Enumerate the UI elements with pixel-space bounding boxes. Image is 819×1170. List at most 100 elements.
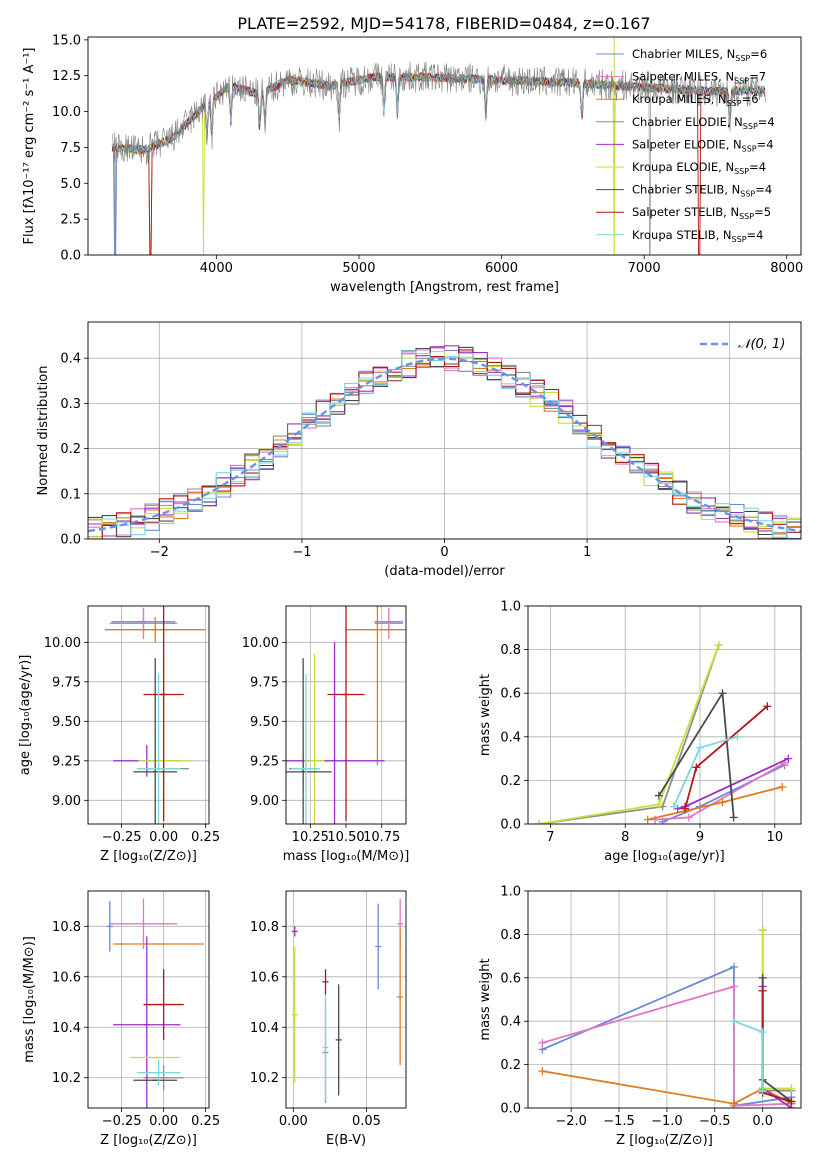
legend-entry: 𝒩(0, 1) — [738, 337, 785, 352]
y-tick-label: 12.5 — [52, 69, 81, 84]
y-tick-label: 10.0 — [52, 105, 81, 120]
data-point — [286, 658, 332, 824]
plus-marker — [535, 820, 544, 824]
y-tick-label: 0.2 — [500, 774, 521, 789]
plus-marker — [538, 1067, 547, 1076]
plot-area — [111, 37, 766, 255]
x-tick-label: 4000 — [200, 261, 233, 276]
x-axis-label: Z [log₁₀(Z/Z⊙)] — [616, 1133, 713, 1148]
y-axis-label: mass [log₁₀(M/M⊙)] — [22, 936, 37, 1063]
series-line-7 — [761, 977, 792, 1103]
legend-entry: Kroupa MILES, NSSP=6 — [632, 92, 759, 108]
data-point — [346, 606, 406, 766]
y-tick-label: 10.8 — [52, 920, 81, 935]
data-point — [143, 969, 184, 1040]
legend-model-name: Chabrier MILES — [632, 47, 719, 61]
plot-area — [535, 641, 793, 824]
axes-frame — [285, 890, 407, 1109]
y-tick-label: 10.6 — [52, 970, 81, 985]
x-tick-label: 6000 — [485, 261, 518, 276]
data-point — [104, 617, 206, 643]
x-axis-label: E(B-V) — [326, 1133, 366, 1148]
y-tick-label: 9.50 — [250, 715, 279, 730]
plus-marker — [718, 798, 727, 807]
panel-mass-weight-vs-Z: −2.0 −1.5 −1.0 −0.5 0.0 0.0 0.2 0.4 0.6 0.8 1.0 Z [… — [478, 885, 802, 1148]
y-axis-label: mass weight — [478, 958, 493, 1040]
plus-marker — [538, 1038, 547, 1047]
series-line-4 — [539, 644, 720, 824]
x-tick-label: −1.5 — [603, 1114, 635, 1129]
y-tick-label: 10.2 — [250, 1071, 279, 1086]
x-tick-label: −0.25 — [102, 1114, 142, 1129]
y-tick-label: 10.2 — [52, 1071, 81, 1086]
y-tick-label: 9.00 — [250, 794, 279, 809]
plot-area — [538, 926, 796, 1108]
x-axis-label: age [log₁₀(age/yr)] — [604, 849, 725, 864]
x-axis-label: mass [log₁₀(M/M⊙)] — [283, 849, 410, 864]
plus-marker — [758, 1028, 767, 1037]
legend: Chabrier MILES, NSSP=6 Salpeter MILES, NS… — [596, 47, 775, 244]
legend-entry: Salpeter ELODIE, NSSP=4 — [632, 137, 774, 153]
y-tick-label: 0.0 — [500, 818, 521, 833]
x-tick-label: −2 — [150, 545, 169, 560]
panel-mass-vs-EBV: 0.00 0.05 10.2 10.4 10.6 10.8 E(B-V) — [250, 890, 407, 1148]
y-tick-label: 0.0 — [60, 533, 81, 548]
plus-marker — [714, 641, 723, 650]
y-tick-label: 5.0 — [60, 177, 81, 192]
series-line-6 — [539, 644, 720, 824]
y-tick-label: 10.00 — [242, 636, 279, 651]
y-tick-label: 7.5 — [60, 141, 81, 156]
x-tick-label: 10.25 — [292, 830, 329, 845]
x-tick-label: 0.00 — [149, 1114, 178, 1129]
x-axis-label: Z [log₁₀(Z/Z⊙)] — [100, 849, 197, 864]
panel-residuals: −2 −1 0 1 2 0.0 0.1 0.2 0.3 0.4 (data-model)/error… — [36, 321, 802, 579]
x-tick-label: 5000 — [342, 261, 375, 276]
y-tick-label: 9.50 — [52, 715, 81, 730]
x-tick-label: −0.25 — [102, 830, 142, 845]
y-tick-label: 0.2 — [500, 1058, 521, 1073]
plus-marker — [758, 1086, 767, 1095]
data-point — [143, 1065, 184, 1091]
data-point — [291, 673, 321, 824]
x-tick-label: 0 — [440, 545, 448, 560]
plus-marker — [654, 791, 663, 800]
data-point — [143, 606, 184, 821]
plus-marker — [758, 973, 767, 982]
legend-model-name: Kroupa ELODIE — [632, 160, 718, 174]
y-tick-label: 0.4 — [500, 1015, 521, 1030]
plus-marker — [669, 802, 678, 811]
x-tick-label: 10 — [767, 830, 784, 845]
legend-model-name: Salpeter STELIB — [632, 205, 723, 219]
y-axis-label: Normed distribution — [36, 366, 51, 496]
y-axis-label: age [log₁₀(age/yr)] — [18, 655, 33, 776]
y-tick-label: 9.75 — [52, 675, 81, 690]
plus-marker — [643, 815, 652, 824]
y-tick-label: 0.4 — [500, 730, 521, 745]
plus-marker — [718, 689, 727, 698]
plus-marker — [729, 982, 738, 991]
x-axis-label: wavelength [Angstrom, rest frame] — [330, 280, 559, 295]
x-tick-label: 8000 — [770, 261, 803, 276]
legend-entry: Chabrier MILES, NSSP=6 — [632, 47, 767, 63]
x-tick-label: 7 — [546, 830, 554, 845]
plus-marker — [681, 804, 690, 813]
legend-model-name: Kroupa MILES — [632, 92, 711, 106]
plus-marker — [692, 763, 701, 772]
plus-marker — [684, 813, 693, 822]
y-tick-label: 0.0 — [500, 1102, 521, 1117]
plus-marker — [778, 782, 787, 791]
x-tick-label: −0.5 — [699, 1114, 731, 1129]
plot-area — [286, 606, 406, 824]
normal-curve — [88, 357, 801, 533]
plus-marker — [787, 1084, 796, 1093]
axes-frame — [87, 36, 802, 256]
y-tick-label: 0.4 — [60, 352, 81, 367]
y-axis-label: mass weight — [478, 674, 493, 756]
data-point — [335, 984, 342, 1096]
plus-marker — [696, 743, 705, 752]
y-tick-label: 0.6 — [500, 687, 521, 702]
x-tick-label: 0.00 — [149, 830, 178, 845]
legend-nssp: 6 — [760, 47, 767, 61]
y-tick-label: 10.4 — [52, 1021, 81, 1036]
